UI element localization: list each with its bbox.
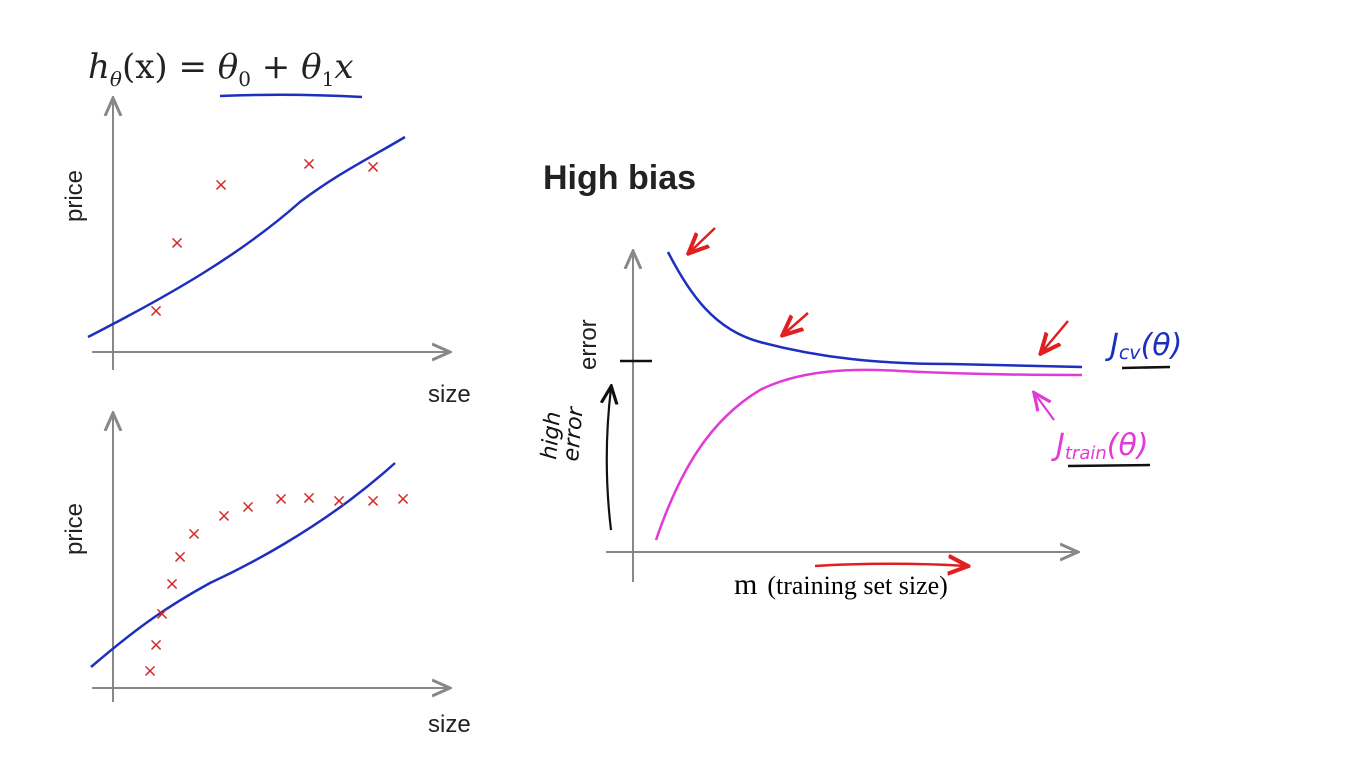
high-error-note: high error [537,402,589,462]
data-point-marker: × [216,506,231,527]
top-plot: price size × × × × × [61,100,471,408]
data-point-marker: × [164,574,179,595]
data-point-marker: × [240,497,255,518]
data-point-marker: × [186,524,201,545]
top-plot-xlabel: size [428,381,471,408]
data-point-marker: × [172,547,187,568]
jcv-label: Jcv(θ) [1105,328,1182,364]
jtrain-pointer-arrow [1035,394,1055,421]
jcv-curve [666,251,1083,369]
data-point-marker: × [213,175,228,196]
formula-underline [219,93,363,99]
jtrain-curve [654,368,1083,541]
top-plot-ylabel: price [61,170,88,222]
red-training-size-arrow [814,564,966,566]
data-point-marker: × [169,233,184,254]
data-point-marker: × [301,488,316,509]
data-point-marker: × [142,661,157,682]
jcv-underline [1121,365,1171,370]
jtrain-underline [1067,463,1151,468]
bottom-plot-xlabel: size [428,711,471,738]
data-point-marker: × [365,491,380,512]
bottom-plot: price size ××××××× × × × × × × [61,415,471,738]
learning-curve-plot: High bias error m (training set size) hig… [537,159,1182,601]
data-point-marker: × [331,491,346,512]
data-point-marker: × [273,489,288,510]
bottom-plot-markers: ××××××× × × × × × × [142,488,410,682]
data-point-marker: × [301,154,316,175]
data-point-marker: × [395,489,410,510]
data-point-marker: × [148,635,163,656]
data-point-marker: × [154,604,169,625]
learning-curve-title: High bias [543,159,696,197]
red-annotation-arrows [690,227,1069,352]
data-point-marker: × [148,301,163,322]
learning-curve-ylabel: error [575,319,602,370]
top-plot-markers: × × × × × [148,154,380,322]
jtrain-label: Jtrain(θ) [1051,428,1149,464]
bottom-plot-ylabel: price [61,503,88,555]
hypothesis-formula: hθ(x) = θ0 + θ1x [88,47,354,91]
top-plot-fit-line [87,135,406,339]
data-point-marker: × [365,157,380,178]
bottom-plot-fit-line [90,462,396,668]
high-error-arrow [607,388,611,531]
learning-curve-xlabel: m (training set size) [734,568,948,601]
